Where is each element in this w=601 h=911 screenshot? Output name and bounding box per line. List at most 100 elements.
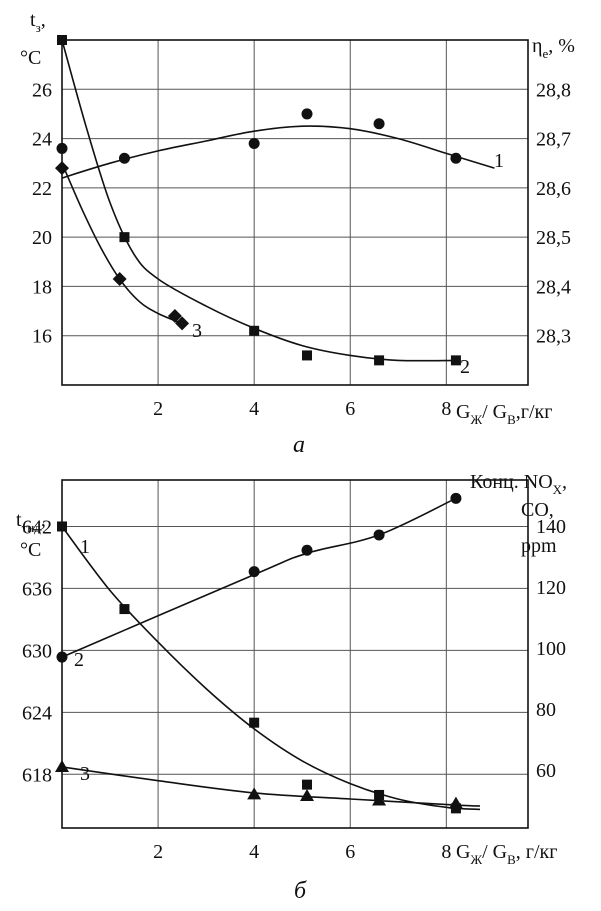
series-2-point	[57, 35, 67, 45]
series-3-point	[167, 309, 182, 323]
curves-a	[61, 39, 495, 362]
left-tick-label: 624	[22, 702, 52, 724]
series-3-label: 3	[192, 320, 202, 342]
series-2-point	[248, 566, 260, 578]
series-1-point	[56, 142, 68, 154]
left-tick-label: 16	[32, 326, 52, 348]
left-axis-label-b: tтнд,	[16, 509, 46, 535]
grid-a	[62, 40, 528, 385]
series-2-curve	[61, 39, 456, 362]
x-tick-label: 4	[249, 398, 259, 420]
series-labels-a: 1 2 3	[192, 150, 504, 378]
left-axis-unit-a: °C	[20, 47, 41, 69]
series-2-point	[249, 325, 260, 336]
series-2-point	[450, 492, 462, 504]
series-2-curve	[61, 497, 457, 658]
panel-label-b: б	[294, 878, 307, 904]
series-3-label: 3	[80, 763, 90, 785]
left-tick-label: 642	[22, 516, 52, 538]
series-3-point	[300, 788, 315, 801]
left-ticks-b: 642 636 630 624 618	[22, 516, 52, 786]
plot-frame-a	[61, 39, 529, 386]
left-axis-unit-b: °C	[20, 539, 41, 561]
series-2-point	[373, 529, 385, 541]
markers-a	[55, 35, 462, 366]
series-3-point	[55, 759, 69, 772]
series-1-point	[249, 717, 260, 728]
series-3-point	[175, 316, 190, 331]
series-1-point	[57, 521, 67, 532]
right-tick-label: 28,6	[536, 178, 571, 200]
series-3-curve	[61, 766, 481, 807]
right-ticks-a: 28,8 28,7 28,6 28,5 28,4 28,3	[536, 79, 571, 347]
left-tick-label: 20	[32, 227, 52, 249]
x-tick-label: 6	[345, 841, 355, 863]
series-1-curve	[61, 526, 481, 811]
left-tick-label: 618	[22, 764, 52, 786]
left-tick-label: 630	[22, 640, 52, 662]
series-2-point	[450, 355, 461, 366]
series-1-point	[302, 779, 313, 790]
plot-frame-b	[61, 479, 529, 829]
series-3-point	[55, 161, 69, 176]
right-tick-label: 28,3	[536, 326, 571, 348]
series-3-point	[247, 787, 262, 800]
curves-b	[61, 497, 481, 811]
series-1-point	[119, 604, 130, 615]
series-3-point	[372, 793, 387, 806]
left-axis-label-a: tз,	[30, 9, 46, 35]
x-ticks-a: 2 4 6 8	[153, 398, 451, 420]
x-tick-label: 6	[345, 398, 355, 420]
x-tick-label: 2	[153, 841, 163, 863]
right-tick-label: 60	[536, 760, 556, 782]
x-tick-label: 8	[441, 398, 451, 420]
left-tick-label: 22	[32, 178, 52, 200]
left-tick-label: 26	[32, 79, 52, 101]
grid-b	[62, 480, 528, 828]
panel-label-a: а	[293, 432, 305, 458]
left-tick-label: 636	[22, 578, 52, 600]
series-1-curve	[61, 125, 495, 179]
series-2-point	[119, 232, 130, 243]
right-tick-label: 28,8	[536, 79, 571, 101]
series-2-point	[374, 355, 385, 366]
series-1-point	[301, 108, 313, 120]
series-1-point	[248, 138, 260, 149]
left-tick-label: 18	[32, 276, 52, 298]
series-2-point	[302, 350, 313, 361]
x-tick-label: 2	[153, 398, 163, 420]
series-labels-b: 1 2 3	[74, 536, 90, 785]
x-tick-label: 8	[441, 841, 451, 863]
right-tick-label: 80	[536, 699, 556, 721]
x-ticks-b: 2 4 6 8	[153, 841, 451, 863]
right-axis-label-a: ηe, %	[532, 35, 575, 61]
right-axis-label-b-line1: Конц. NOX,	[470, 471, 567, 497]
right-tick-label: 100	[536, 638, 566, 660]
series-2-label: 2	[460, 356, 470, 378]
right-ticks-b: 140 120 100 80 60	[536, 516, 566, 782]
series-2-point	[301, 544, 313, 556]
series-1-point	[118, 152, 130, 164]
x-tick-label: 4	[249, 841, 259, 863]
series-1-point	[373, 118, 385, 130]
chart-panel-b: 642 636 630 624 618 140 120 100 80 60 2 4 6 8 1 2 3 t…	[16, 471, 567, 904]
left-ticks-a: 26 24 22 20 18 16	[32, 79, 52, 347]
right-tick-label: 28,7	[536, 129, 571, 151]
series-3-curve	[61, 162, 183, 325]
x-axis-label-a: GЖ/ GВ,г/кг	[456, 401, 552, 427]
series-3-point	[448, 796, 463, 809]
series-3-point	[112, 272, 127, 287]
series-2-point	[56, 651, 68, 663]
x-axis-label-b: GЖ/ GВ, г/кг	[456, 841, 557, 867]
right-tick-label: 120	[536, 577, 566, 599]
right-tick-label: 140	[536, 516, 566, 538]
series-1-label: 1	[80, 536, 90, 558]
right-axis-label-b-line2: CO,	[521, 499, 554, 521]
right-tick-label: 28,4	[536, 276, 571, 298]
markers-b	[55, 492, 463, 814]
right-axis-label-b-line3: ppm	[521, 535, 557, 557]
left-tick-label: 24	[32, 129, 52, 151]
series-1-point	[450, 152, 462, 164]
